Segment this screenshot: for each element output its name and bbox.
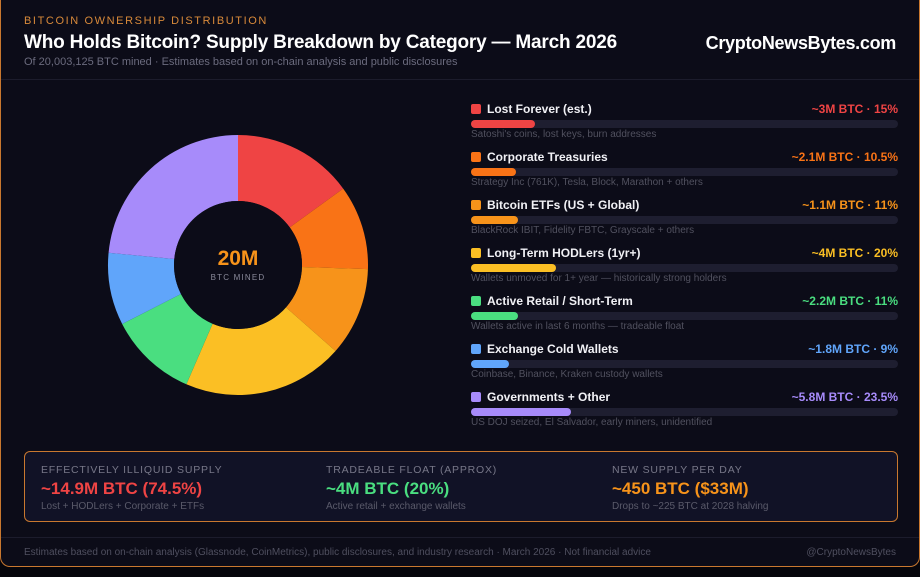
stat-note: Active retail + exchange wallets xyxy=(326,501,466,512)
stat-value: ~450 BTC ($33M) xyxy=(612,479,749,498)
progress-track xyxy=(471,264,898,272)
progress-fill xyxy=(471,312,518,320)
stat-illiquid: EFFECTIVELY ILLIQUID SUPPLY ~14.9M BTC (… xyxy=(41,464,222,512)
brand: CryptoNewsBytes.com xyxy=(705,33,897,53)
category-value: ~1.8M BTC · 9% xyxy=(808,342,898,356)
color-swatch xyxy=(471,344,481,354)
category-name: Governments + Other xyxy=(487,390,611,404)
category-name: Bitcoin ETFs (US + Global) xyxy=(487,198,640,212)
color-swatch xyxy=(471,152,481,162)
progress-fill xyxy=(471,360,510,368)
kicker: BITCOIN OWNERSHIP DISTRIBUTION xyxy=(24,15,268,27)
donut-hole xyxy=(174,201,302,329)
donut-center-label: BTC MINED xyxy=(210,273,266,282)
category-name: Lost Forever (est.) xyxy=(487,102,592,116)
color-swatch xyxy=(471,392,481,402)
category-item: Corporate Treasuries ~2.1M BTC · 10.5% S… xyxy=(471,150,898,198)
category-item: Long-Term HODLers (1yr+) ~4M BTC · 20% W… xyxy=(471,246,898,294)
color-swatch xyxy=(471,248,481,258)
donut-slice-3 xyxy=(286,267,368,351)
donut-slice-1 xyxy=(238,135,344,228)
progress-track xyxy=(471,408,898,416)
stat-label: TRADEABLE FLOAT (APPROX) xyxy=(326,464,498,476)
category-value: ~2.1M BTC · 10.5% xyxy=(791,150,898,164)
stat-value: ~14.9M BTC (74.5%) xyxy=(41,479,203,498)
stat-label: EFFECTIVELY ILLIQUID SUPPLY xyxy=(41,464,223,476)
progress-fill xyxy=(471,216,518,224)
category-value: ~2.2M BTC · 11% xyxy=(802,294,898,308)
progress-fill xyxy=(471,120,536,128)
color-swatch xyxy=(471,200,481,210)
category-description: Wallets active in last 6 months — tradea… xyxy=(471,321,685,332)
category-value: ~5.8M BTC · 23.5% xyxy=(791,390,898,404)
page-title: Who Holds Bitcoin? Supply Breakdown by C… xyxy=(24,32,617,53)
stat-new-supply: NEW SUPPLY PER DAY ~450 BTC ($33M) Drops… xyxy=(612,464,768,512)
category-item: Lost Forever (est.) ~3M BTC · 15% Satosh… xyxy=(471,102,898,150)
category-value: ~4M BTC · 20% xyxy=(811,246,898,260)
category-description: US DOJ seized, El Salvador, early miners… xyxy=(471,417,713,428)
category-description: Satoshi's coins, lost keys, burn address… xyxy=(471,129,657,140)
stat-label: NEW SUPPLY PER DAY xyxy=(612,464,743,476)
category-description: Coinbase, Binance, Kraken custody wallet… xyxy=(471,369,663,380)
stat-value: ~4M BTC (20%) xyxy=(326,479,450,498)
category-name: Active Retail / Short-Term xyxy=(487,294,633,308)
progress-track xyxy=(471,168,898,176)
footer: Estimates based on on-chain analysis (Gl… xyxy=(1,537,919,558)
donut-slice-2 xyxy=(289,188,368,270)
category-value: ~3M BTC · 15% xyxy=(811,102,898,116)
progress-fill xyxy=(471,168,516,176)
progress-track xyxy=(471,312,898,320)
donut-slice-5 xyxy=(122,294,213,385)
donut-slice-4 xyxy=(186,307,336,395)
category-name: Corporate Treasuries xyxy=(487,150,608,164)
subtitle: Of 20,003,125 BTC mined · Estimates base… xyxy=(24,56,458,68)
summary-box: EFFECTIVELY ILLIQUID SUPPLY ~14.9M BTC (… xyxy=(24,451,898,522)
header: BITCOIN OWNERSHIP DISTRIBUTION Who Holds… xyxy=(1,0,919,80)
stat-note: Lost + HODLers + Corporate + ETFs xyxy=(41,501,205,512)
category-item: Bitcoin ETFs (US + Global) ~1.1M BTC · 1… xyxy=(471,198,898,246)
progress-track xyxy=(471,120,898,128)
donut-slice-7 xyxy=(108,135,239,259)
category-description: Wallets unmoved for 1+ year — historical… xyxy=(471,273,727,284)
donut-center-value: 20M xyxy=(217,247,259,270)
category-description: BlackRock IBIT, Fidelity FBTC, Grayscale… xyxy=(471,225,695,236)
category-item: Exchange Cold Wallets ~1.8M BTC · 9% Coi… xyxy=(471,342,898,390)
color-swatch xyxy=(471,104,481,114)
footer-handle: @CryptoNewsBytes xyxy=(806,547,896,558)
progress-fill xyxy=(471,408,572,416)
stat-float: TRADEABLE FLOAT (APPROX) ~4M BTC (20%) A… xyxy=(326,464,497,512)
category-name: Long-Term HODLers (1yr+) xyxy=(487,246,641,260)
category-value: ~1.1M BTC · 11% xyxy=(802,198,898,212)
footer-disclaimer: Estimates based on on-chain analysis (Gl… xyxy=(24,547,651,558)
category-list: Lost Forever (est.) ~3M BTC · 15% Satosh… xyxy=(471,102,898,438)
category-name: Exchange Cold Wallets xyxy=(487,342,619,356)
stat-note: Drops to ~225 BTC at 2028 halving xyxy=(612,501,769,512)
progress-fill xyxy=(471,264,557,272)
donut-chart xyxy=(108,135,368,395)
donut-slice-6 xyxy=(108,252,181,325)
category-item: Active Retail / Short-Term ~2.2M BTC · 1… xyxy=(471,294,898,342)
progress-track xyxy=(471,216,898,224)
progress-track xyxy=(471,360,898,368)
color-swatch xyxy=(471,296,481,306)
category-description: Strategy Inc (761K), Tesla, Block, Marat… xyxy=(471,177,703,188)
category-item: Governments + Other ~5.8M BTC · 23.5% US… xyxy=(471,390,898,438)
